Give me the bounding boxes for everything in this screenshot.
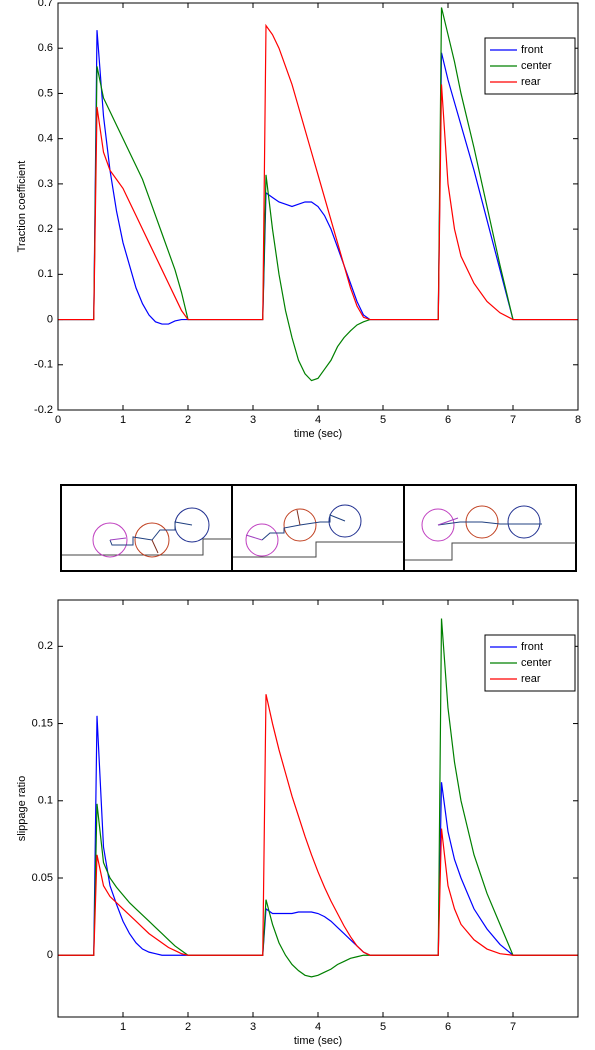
legend-label: rear xyxy=(521,76,541,88)
legend-label: rear xyxy=(521,673,541,685)
linkage xyxy=(437,521,542,526)
y-tick-label: 0 xyxy=(47,313,53,325)
linkage xyxy=(109,521,193,546)
y-tick-label: 0.1 xyxy=(38,268,53,280)
frame-2 xyxy=(233,504,404,558)
y-tick-label: 0.15 xyxy=(32,717,53,729)
wheel xyxy=(92,522,128,558)
series-line xyxy=(58,694,578,956)
x-axis-label: time (sec) xyxy=(294,428,342,440)
spoke xyxy=(437,517,459,526)
frame-1 xyxy=(62,507,232,558)
y-tick-label: 0.5 xyxy=(38,87,53,99)
y-tick-label: 0.3 xyxy=(38,178,53,190)
y-tick-label: -0.1 xyxy=(34,359,53,371)
wheel xyxy=(134,522,170,558)
y-axis-label: slippage ratio xyxy=(16,776,28,841)
legend-label: front xyxy=(521,44,543,56)
spoke xyxy=(151,539,159,554)
wheel xyxy=(283,508,317,542)
x-tick-label: 4 xyxy=(315,1021,321,1033)
x-tick-label: 3 xyxy=(250,1021,256,1033)
x-tick-label: 0 xyxy=(55,414,61,426)
wheel xyxy=(245,523,279,557)
y-tick-label: 0.6 xyxy=(38,42,53,54)
y-tick-label: 0 xyxy=(47,949,53,961)
robot-diagram xyxy=(60,484,577,572)
y-tick-label: 0.2 xyxy=(38,640,53,652)
y-tick-label: 0.7 xyxy=(38,0,53,9)
x-axis-label: time (sec) xyxy=(294,1035,342,1047)
spoke xyxy=(296,509,301,526)
series-line xyxy=(58,715,578,956)
frame-3 xyxy=(405,505,576,561)
legend-label: center xyxy=(521,60,552,72)
x-tick-label: 1 xyxy=(120,414,126,426)
series-line xyxy=(58,23,578,321)
x-tick-label: 5 xyxy=(380,1021,386,1033)
y-axis-label: Traction coefficient xyxy=(16,161,28,253)
spoke xyxy=(245,534,263,541)
x-tick-label: 7 xyxy=(510,1021,516,1033)
axes-frame xyxy=(57,599,579,1018)
legend-label: front xyxy=(521,641,543,653)
x-tick-label: 8 xyxy=(575,414,581,426)
series-line xyxy=(58,618,578,978)
x-tick-label: 1 xyxy=(120,1021,126,1033)
wheel xyxy=(421,508,455,542)
spoke xyxy=(109,537,127,541)
linkage xyxy=(261,514,346,541)
y-tick-label: -0.2 xyxy=(34,404,53,416)
wheel xyxy=(507,505,541,539)
y-tick-label: 0.4 xyxy=(38,133,53,145)
chart: 1 2 3 4 5 6 7 0 0.05 0.1 0.15 0.2 time (sec) slippage… xyxy=(16,599,579,1047)
legend-label: center xyxy=(521,657,552,669)
y-tick-label: 0.05 xyxy=(32,872,53,884)
diagram-frame xyxy=(60,484,577,572)
terrain xyxy=(405,542,576,561)
terrain xyxy=(233,541,404,558)
x-tick-label: 5 xyxy=(380,414,386,426)
legend: front center rear xyxy=(484,37,576,95)
y-tick-label: 0.1 xyxy=(38,795,53,807)
series-line xyxy=(58,7,578,382)
wheel xyxy=(328,504,362,538)
legend: front center rear xyxy=(484,634,576,692)
x-tick-label: 7 xyxy=(510,414,516,426)
x-tick-label: 4 xyxy=(315,414,321,426)
chart: 0 1 2 3 4 5 6 7 8 -0.2 -0.1 0 0.1 0.2 0.3 0.4 0.5 0.6 0.7 t… xyxy=(16,0,581,440)
series-line xyxy=(58,30,578,325)
y-tick-label: 0.2 xyxy=(38,223,53,235)
x-tick-label: 6 xyxy=(445,414,451,426)
x-tick-label: 2 xyxy=(185,414,191,426)
x-tick-label: 6 xyxy=(445,1021,451,1033)
x-tick-label: 2 xyxy=(185,1021,191,1033)
axes-frame xyxy=(57,2,579,411)
x-tick-label: 3 xyxy=(250,414,256,426)
terrain xyxy=(62,538,232,556)
